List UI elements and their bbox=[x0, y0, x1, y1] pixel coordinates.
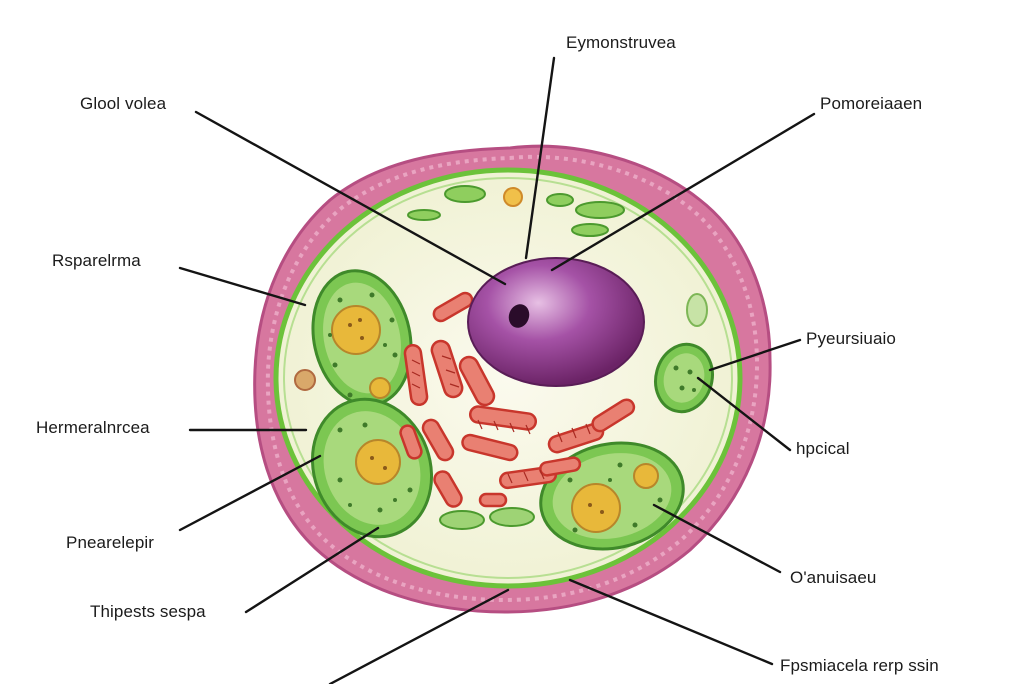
leader-bottom-right bbox=[568, 578, 774, 666]
label-left-1: Rsparelrma bbox=[52, 251, 141, 270]
label-right-3: O'anuisaeu bbox=[790, 568, 877, 587]
organelle-bottom-1 bbox=[439, 510, 485, 530]
organelle-small-2 bbox=[503, 187, 523, 207]
nucleus bbox=[467, 257, 645, 387]
label-left-4: Thipests sespa bbox=[90, 602, 206, 621]
organelle-bottom-2 bbox=[489, 507, 535, 527]
label-bottom-right: Fpsmiacela rerp ssin bbox=[780, 656, 939, 675]
leader-lines bbox=[178, 56, 816, 684]
leader-right-3 bbox=[652, 503, 782, 574]
cell-wall-inner bbox=[283, 177, 733, 579]
leader-left-1 bbox=[178, 266, 307, 307]
leader-right-1 bbox=[708, 338, 802, 372]
mitochondria-cluster bbox=[399, 291, 636, 508]
organelle-small-6 bbox=[571, 223, 609, 237]
label-right-2: hpcical bbox=[796, 439, 850, 458]
leader-bottom bbox=[328, 588, 510, 684]
leader-top-center bbox=[524, 56, 556, 260]
organelle-small-3 bbox=[546, 193, 574, 207]
label-right-1: Pyeursiuaio bbox=[806, 329, 896, 348]
organelle-small-5 bbox=[407, 209, 441, 221]
leader-top-left bbox=[194, 110, 507, 286]
chloroplast-upper-left bbox=[311, 269, 413, 407]
label-top-center: Eymonstruvea bbox=[566, 33, 676, 52]
organelle-small-1 bbox=[444, 185, 486, 203]
leader-right-2 bbox=[696, 376, 792, 452]
label-left-2: Hermeralnrcea bbox=[36, 418, 150, 437]
nucleolus bbox=[508, 304, 530, 328]
leader-left-3 bbox=[178, 454, 322, 532]
membrane-texture bbox=[265, 154, 760, 603]
chloroplast-right-small bbox=[654, 342, 714, 414]
leader-left-4 bbox=[244, 526, 380, 614]
leader-top-right bbox=[550, 112, 816, 272]
organelle-small-8 bbox=[294, 369, 316, 391]
label-top-left: Glool volea bbox=[80, 94, 167, 113]
organelle-small-4 bbox=[575, 201, 625, 219]
label-left-3: Pnearelepir bbox=[66, 533, 155, 552]
label-top-right: Pomoreiaaen bbox=[820, 94, 923, 113]
mitochondria-cristae bbox=[411, 355, 591, 484]
organelle-small-7 bbox=[686, 293, 708, 327]
